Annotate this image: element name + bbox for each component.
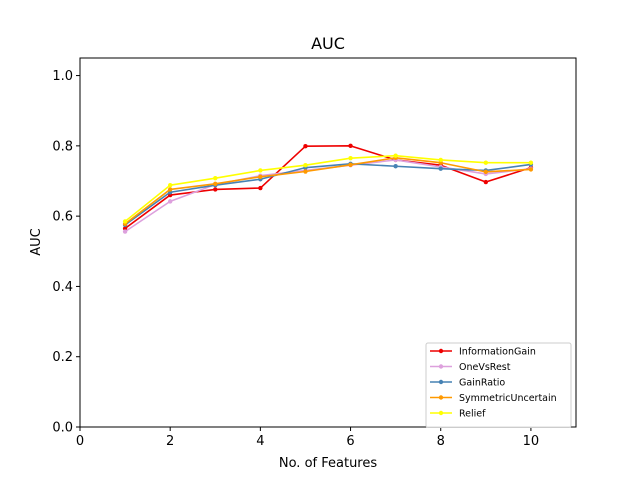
data-point-relief [258, 168, 263, 173]
data-point-relief [122, 219, 128, 224]
legend-item-relief: Relief [430, 409, 486, 420]
data-point-symmetricuncertain [528, 167, 534, 172]
data-point-symmetricuncertain [258, 174, 263, 179]
legend: InformationGain OneVsRest GainRatio Symmetr… [425, 342, 572, 428]
data-point-relief [438, 157, 443, 163]
legend-item-onevsrest: OneVsRest [430, 362, 511, 373]
legend-swatch-marker [438, 410, 444, 416]
y-tick-label: 0.4 [52, 280, 73, 295]
y-tick-label: 0.0 [52, 421, 73, 436]
legend-label: SymmetricUncertain [459, 393, 557, 404]
legend-label: GainRatio [459, 378, 505, 389]
data-point-relief [528, 160, 534, 165]
legend-item-symmetricuncertain: SymmetricUncertain [430, 393, 557, 404]
data-point-gainratio [438, 166, 443, 171]
x-axis-label: No. of Features [279, 456, 378, 471]
legend-label: OneVsRest [459, 362, 511, 373]
data-point-onevsrest [122, 229, 128, 234]
legend-swatch-marker [438, 348, 444, 354]
y-tick-label: 0.2 [52, 350, 73, 365]
x-axis-ticks: 0 2 4 6 8 10 [76, 427, 539, 449]
legend-label: InformationGain [459, 347, 536, 358]
x-tick-label: 10 [523, 434, 540, 449]
legend-item-informationgain: InformationGain [430, 347, 536, 358]
series-line-relief [124, 154, 531, 223]
series-layer [122, 143, 534, 234]
legend-swatch-marker [438, 395, 444, 400]
data-point-symmetricuncertain [303, 169, 308, 174]
data-point-relief [483, 160, 489, 165]
data-point-symmetricuncertain [483, 169, 489, 175]
data-point-informationgain [122, 226, 128, 231]
y-tick-label: 1.0 [52, 69, 73, 84]
legend-swatch-marker [438, 379, 444, 385]
chart-title: AUC [311, 34, 345, 53]
series-line-gainratio [124, 162, 532, 226]
y-axis-ticks: 0.0 0.2 0.4 0.6 0.8 1.0 [52, 69, 80, 436]
legend-item-gainratio: GainRatio [430, 378, 505, 389]
x-tick-label: 8 [437, 434, 445, 449]
data-point-onevsrest [167, 199, 173, 204]
x-tick-label: 6 [346, 434, 354, 449]
data-point-relief [348, 155, 353, 161]
data-point-relief [303, 162, 308, 168]
plot-area-frame [79, 57, 577, 428]
series-relief [122, 153, 534, 224]
data-point-relief [393, 153, 398, 158]
data-point-symmetricuncertain [213, 181, 218, 187]
data-point-symmetricuncertain [348, 162, 353, 168]
series-line-symmetricuncertain [124, 157, 531, 225]
x-tick-label: 2 [166, 434, 174, 449]
data-point-relief [213, 175, 218, 181]
data-point-symmetricuncertain [167, 187, 173, 192]
y-axis-label: AUC [29, 228, 44, 256]
x-tick-label: 4 [256, 434, 264, 449]
legend-label: Relief [459, 409, 486, 420]
data-point-informationgain [303, 144, 308, 149]
data-point-gainratio [393, 164, 398, 169]
legend-swatch-marker [438, 364, 444, 369]
data-point-informationgain [348, 143, 353, 149]
x-tick-label: 0 [76, 434, 84, 449]
data-point-informationgain [258, 185, 263, 191]
legend-box [425, 342, 572, 428]
data-point-informationgain [483, 179, 489, 185]
y-tick-label: 0.6 [52, 210, 73, 225]
data-point-informationgain [213, 187, 218, 192]
y-tick-label: 0.8 [52, 139, 73, 154]
data-point-relief [167, 183, 173, 188]
